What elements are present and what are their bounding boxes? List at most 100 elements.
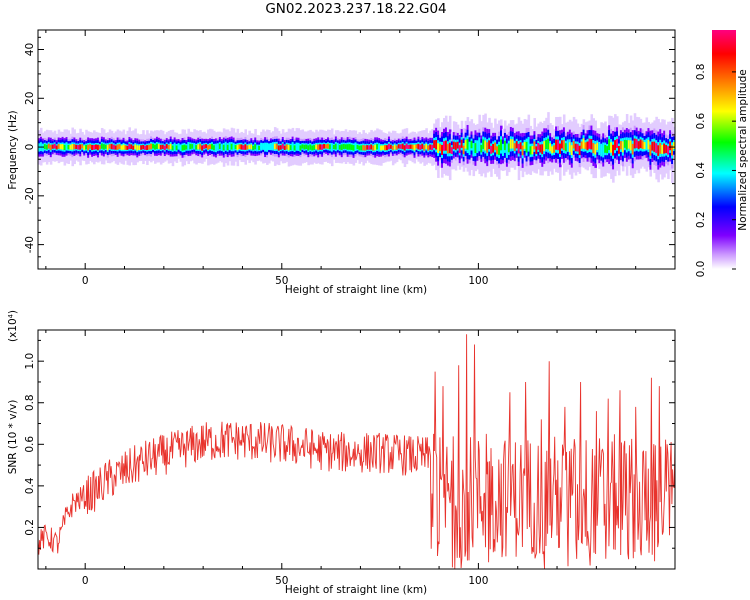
spectrogram-cell bbox=[346, 144, 350, 150]
spectrogram-cell bbox=[165, 143, 169, 149]
x-tick-label: 0 bbox=[82, 575, 89, 587]
spectrogram-cell bbox=[637, 141, 641, 150]
spectrogram-cell bbox=[401, 143, 405, 150]
spectrogram-cell bbox=[614, 140, 617, 151]
spectrogram-cell bbox=[625, 140, 629, 150]
spectrogram-cell bbox=[65, 143, 69, 149]
page-title: GN02.2023.237.18.22.G04 bbox=[265, 1, 447, 17]
snr-y-label: SNR (10 * v/v) bbox=[7, 400, 19, 475]
spectrogram-cell bbox=[146, 145, 149, 151]
colorbar-tick-label: 0.0 bbox=[695, 261, 707, 278]
spectrogram-cell bbox=[287, 144, 291, 151]
spectrogram-cell bbox=[43, 144, 47, 150]
spectrogram-cell bbox=[667, 146, 670, 155]
snr-line-layer bbox=[38, 334, 675, 569]
y-tick-label: 0.6 bbox=[24, 436, 36, 453]
spectrogram-cell bbox=[578, 145, 582, 156]
spectrogram-cell bbox=[496, 146, 499, 155]
y-tick-label: 0.2 bbox=[24, 519, 36, 536]
spectrogram-cell bbox=[448, 142, 452, 154]
spectrogram-cell bbox=[189, 143, 192, 150]
spectrogram-cell bbox=[126, 145, 130, 150]
spectrogram-cell bbox=[621, 141, 625, 153]
spectrogram-cell bbox=[409, 144, 413, 149]
spectrogram-cell bbox=[116, 144, 120, 150]
spectrogram-cell bbox=[275, 143, 279, 150]
colorbar-tick-label: 0.8 bbox=[695, 64, 707, 81]
spectrogram-cell bbox=[600, 146, 603, 155]
spectrogram-cell bbox=[244, 144, 248, 150]
spectrogram-cell bbox=[222, 144, 226, 151]
spectrogram-cell bbox=[142, 144, 145, 150]
spectrogram-cell bbox=[604, 144, 607, 153]
spectrogram-cell bbox=[647, 140, 651, 150]
spectrogram-cell bbox=[161, 144, 165, 150]
spectrogram-cell bbox=[67, 144, 71, 150]
spectrogram-cell bbox=[218, 143, 222, 149]
spectrogram-cell bbox=[59, 144, 63, 150]
spectrogram-cell bbox=[252, 145, 255, 151]
colorbar-label: Normalized spectral amplitude bbox=[737, 69, 749, 230]
spectrogram-cell bbox=[403, 145, 407, 151]
spectrogram-cell bbox=[671, 145, 674, 156]
spectrogram-cell bbox=[374, 144, 377, 151]
spectrogram-cell bbox=[203, 144, 206, 149]
spectrogram-cell bbox=[281, 143, 285, 149]
x-tick-label: 100 bbox=[468, 575, 488, 587]
spectrogram-cell bbox=[478, 140, 481, 149]
spectrogram-cell bbox=[539, 144, 542, 153]
spectrogram-y-label: Frequency (Hz) bbox=[7, 110, 19, 189]
spectrogram-cell bbox=[641, 140, 645, 149]
spectrogram-cell bbox=[433, 140, 436, 148]
spectrogram-cell bbox=[572, 141, 576, 149]
spectrogram-cell bbox=[134, 144, 137, 150]
spectrogram-cell bbox=[152, 143, 155, 149]
spectrogram-cell bbox=[262, 144, 265, 149]
spectrogram-cell bbox=[429, 144, 432, 150]
spectrogram-cell bbox=[157, 144, 161, 149]
spectrogram-cell bbox=[301, 144, 305, 149]
spectrogram-cell bbox=[525, 141, 529, 153]
spectrogram-cell bbox=[75, 144, 78, 150]
spectrogram-cell bbox=[102, 144, 106, 150]
snr-y-ticks: 0.2 0.4 0.6 0.8 1.0 bbox=[24, 339, 675, 549]
spectrogram-cell bbox=[236, 144, 240, 151]
colorbar-gradient bbox=[712, 30, 736, 269]
spectrogram-cell bbox=[199, 143, 202, 150]
spectrogram-cell bbox=[651, 141, 654, 151]
spectrogram-cell bbox=[114, 145, 118, 150]
spectrogram-cell bbox=[557, 139, 560, 151]
spectrogram-cell bbox=[61, 144, 65, 150]
spectrogram-cell bbox=[610, 142, 613, 153]
spectrogram-cell bbox=[313, 145, 316, 151]
spectrogram-cell bbox=[350, 144, 354, 150]
y-tick-label: 20 bbox=[24, 92, 36, 105]
spectrogram-cell bbox=[395, 145, 399, 150]
spectrogram-cell bbox=[389, 144, 393, 149]
spectrogram-cell bbox=[73, 144, 76, 150]
spectrogram-cell bbox=[41, 145, 45, 151]
spectrogram-cell bbox=[592, 143, 595, 154]
spectrogram-cell bbox=[527, 139, 531, 149]
spectrogram-cell bbox=[348, 144, 352, 150]
spectrogram-cell bbox=[588, 138, 592, 149]
spectrogram-cell bbox=[183, 144, 187, 151]
snr-panel: 0 50 100 0.2 0.4 0.6 0.8 1.0 Height of straigh… bbox=[7, 310, 676, 596]
spectrogram-cell bbox=[423, 145, 426, 151]
spectrogram-cell bbox=[606, 146, 609, 154]
spectrogram-cell bbox=[47, 143, 51, 149]
spectrogram-cell bbox=[185, 145, 189, 150]
spectrogram-cell bbox=[616, 138, 619, 148]
spectrogram-cell bbox=[224, 143, 228, 150]
spectrogram-cell bbox=[551, 146, 554, 154]
spectrogram-cell bbox=[482, 139, 485, 149]
spectrogram-cell bbox=[212, 145, 216, 151]
spectrogram-cell bbox=[122, 144, 126, 150]
spectrogram-cell bbox=[148, 144, 151, 150]
spectrogram-cell bbox=[456, 141, 460, 149]
spectrogram-cell bbox=[71, 144, 74, 150]
spectrogram-cell bbox=[356, 144, 360, 150]
spectrogram-cell bbox=[627, 140, 631, 149]
spectrogram-cell bbox=[93, 144, 96, 150]
spectrogram-cell bbox=[586, 141, 590, 151]
